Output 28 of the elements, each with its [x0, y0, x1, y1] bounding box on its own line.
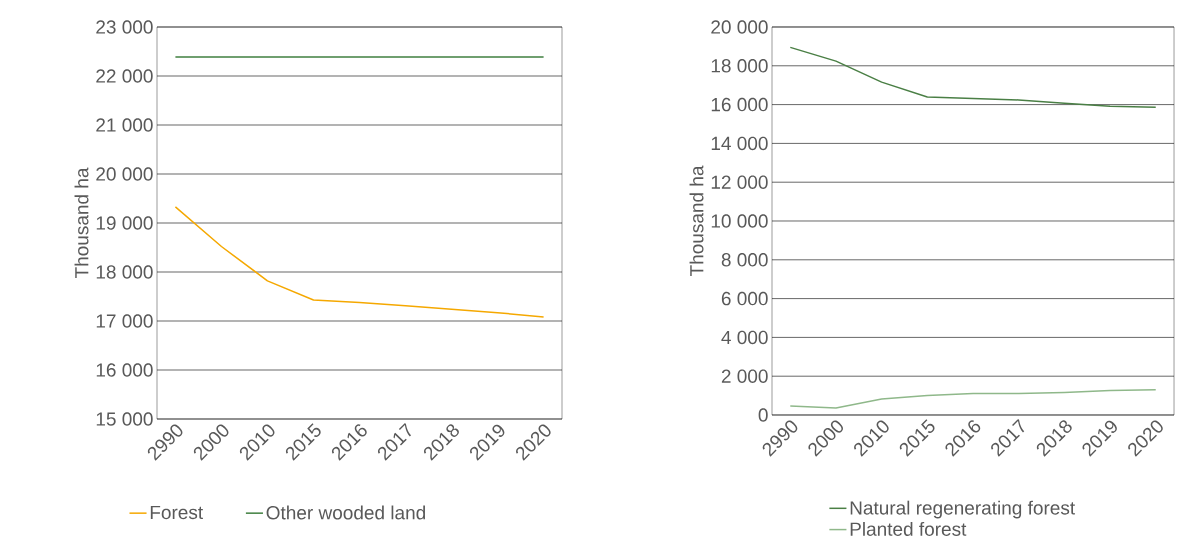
y-tick-label: 0 [758, 408, 768, 422]
y-tick-label: 14 000 [711, 136, 768, 151]
y-tick-label: 2 000 [721, 369, 768, 383]
y-tick-label: 16 000 [711, 97, 768, 112]
y-tick-label: 8 000 [721, 253, 768, 267]
y-tick-label: 18 000 [96, 265, 153, 279]
y-tick-label: 10 000 [711, 214, 768, 228]
legend-label: Natural regenerating forest [850, 500, 1076, 519]
y-tick-label: 6 000 [721, 291, 768, 306]
y-tick-label: 15 000 [96, 412, 153, 426]
y-tick-label: 23 000 [96, 20, 153, 34]
y-axis-title: Thousand ha [689, 165, 704, 277]
y-tick-label: 20 000 [711, 20, 768, 34]
y-tick-label: 22 000 [96, 69, 153, 83]
y-tick-label: 19 000 [96, 216, 153, 230]
y-tick-label: 18 000 [711, 59, 768, 73]
legend-label: Planted forest [850, 521, 967, 536]
y-tick-label: 21 000 [96, 118, 153, 132]
y-tick-label: 4 000 [721, 330, 768, 345]
y-tick-label: 12 000 [711, 175, 768, 189]
y-tick-label: 20 000 [96, 167, 153, 181]
line-series [789, 389, 1157, 409]
legend-label: Forest [150, 505, 204, 520]
y-tick-label: 17 000 [96, 314, 153, 328]
line-series [789, 46, 1157, 109]
legend-label: Other wooded land [266, 505, 425, 520]
y-tick-label: 16 000 [96, 363, 153, 377]
y-axis-title: Thousand ha [74, 167, 89, 279]
